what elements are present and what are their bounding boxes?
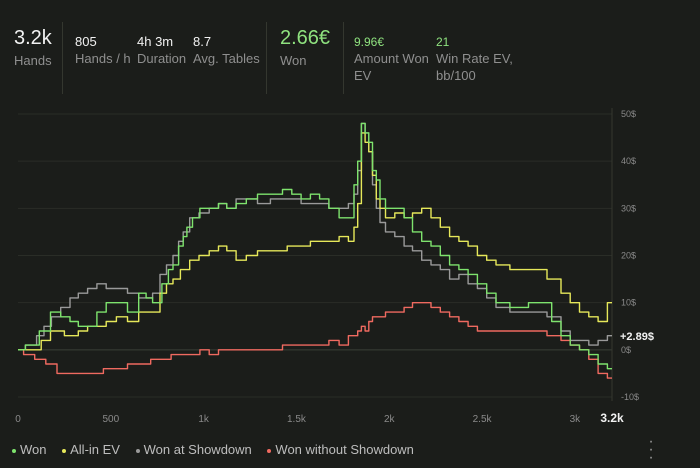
stat-hands-per-hour-label: Hands / h (75, 51, 131, 66)
stat-hands-label: Hands (14, 53, 52, 68)
stat-won-value: 2.66€ (280, 27, 331, 49)
stat-won-label: Won (280, 53, 307, 68)
y-tick-label: -10$ (621, 392, 639, 402)
x-tick-label-current: 3.2k (600, 411, 624, 425)
y-tick-label: 0$ (621, 345, 631, 355)
legend-dot-without-showdown-icon (267, 448, 272, 453)
stat-avg-tables: 8.7 Avg. Tables (193, 0, 260, 67)
stat-amount-won-ev-label-2: EV (354, 68, 372, 83)
legend-item-all-in-ev[interactable]: All-in EV (62, 442, 120, 457)
legend-dot-all-in-ev-icon (62, 448, 67, 453)
x-tick-label: 0 (15, 414, 21, 425)
x-tick-label: 500 (102, 414, 119, 425)
stat-win-rate-ev-label-2: bb/100 (436, 68, 476, 83)
x-tick-label: 2k (384, 414, 396, 425)
stat-won: 2.66€ Won (280, 0, 330, 69)
stats-divider (343, 22, 344, 94)
stat-duration-label: Duration (137, 51, 187, 66)
legend-label-showdown: Won at Showdown (143, 442, 252, 457)
stats-bar: 3.2k Hands 805 Hands / h 4h 3m Duration … (0, 0, 700, 100)
series-line-without-showdown (18, 302, 612, 379)
series-line-showdown (18, 122, 612, 351)
stat-amount-won-ev-label: Amount Won (354, 51, 429, 66)
chart-legend: Won All-in EV Won at Showdown Won withou… (12, 442, 426, 457)
stat-hands-per-hour-value: 805 (75, 34, 97, 49)
stat-win-rate-ev: 21 Win Rate EV, bb/100 (436, 0, 513, 84)
stat-amount-won-ev: 9.96€ Amount Won EV (354, 0, 429, 84)
stat-avg-tables-value: 8.7 (193, 34, 212, 49)
legend-label-all-in-ev: All-in EV (70, 442, 120, 457)
x-tick-label: 2.5k (473, 414, 493, 425)
x-tick-label: 3k (570, 414, 582, 425)
stat-avg-tables-label: Avg. Tables (193, 51, 260, 66)
end-value-label: +2.89$ (620, 331, 654, 343)
stats-divider (266, 22, 267, 94)
y-tick-label: 20$ (621, 251, 636, 261)
legend-dot-showdown-icon (135, 448, 140, 453)
stat-duration: 4h 3m Duration (137, 0, 186, 67)
stat-hands-value: 3.2k (14, 27, 52, 49)
x-tick-label: 1k (198, 414, 210, 425)
stat-amount-won-ev-value: 9.96€ (354, 35, 385, 49)
stats-divider (62, 22, 63, 94)
stat-hands: 3.2k Hands (14, 0, 52, 69)
legend-label-without-showdown: Won without Showdown (275, 442, 414, 457)
stat-win-rate-ev-label: Win Rate EV, (436, 51, 513, 66)
legend-item-showdown[interactable]: Won at Showdown (135, 442, 252, 457)
y-tick-label: 50$ (621, 109, 636, 119)
y-tick-label: 10$ (621, 298, 636, 308)
y-tick-label: 30$ (621, 203, 636, 213)
legend-item-won[interactable]: Won (12, 442, 47, 457)
legend-label-won: Won (20, 442, 47, 457)
stat-duration-value: 4h 3m (137, 34, 174, 49)
kebab-menu-icon[interactable]: · · · (648, 433, 654, 466)
stat-win-rate-ev-value: 21 (436, 35, 450, 49)
legend-item-without-showdown[interactable]: Won without Showdown (267, 442, 414, 457)
profit-chart: 50$ 40$ 30$ 20$ 10$ 0$ -10$ 0 500 1k 1.5k 2k 2.5k 3k 3… (15, 108, 654, 425)
series-line-all-in-ev (18, 132, 612, 351)
y-tick-label: 40$ (621, 156, 636, 166)
stat-hands-per-hour: 805 Hands / h (75, 0, 131, 67)
legend-dot-won-icon (12, 448, 16, 453)
x-tick-label: 1.5k (287, 414, 307, 425)
series-line-won (18, 122, 612, 370)
